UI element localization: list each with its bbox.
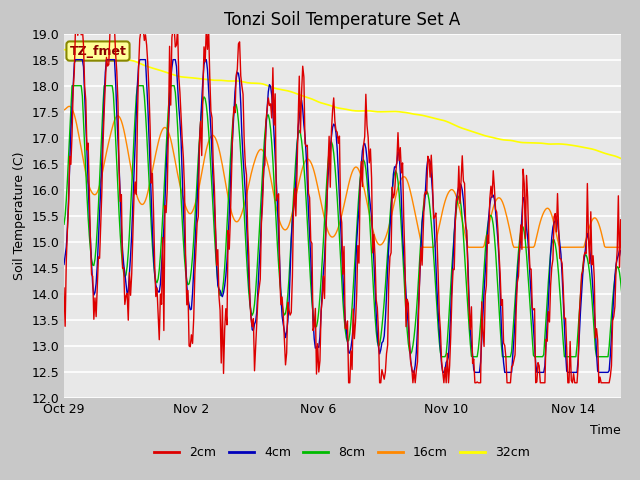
2cm xyxy=(633,380,640,385)
2cm xyxy=(60,285,68,291)
8cm xyxy=(621,334,629,340)
16cm xyxy=(60,107,68,113)
2cm xyxy=(333,129,341,135)
4cm xyxy=(532,361,540,367)
4cm xyxy=(409,370,417,375)
16cm xyxy=(333,228,341,233)
32cm xyxy=(619,156,627,162)
8cm xyxy=(371,313,379,319)
8cm xyxy=(532,354,540,360)
Text: Time: Time xyxy=(590,424,621,437)
8cm xyxy=(60,221,68,227)
Text: TZ_fmet: TZ_fmet xyxy=(70,45,127,58)
8cm xyxy=(337,257,344,263)
32cm xyxy=(370,108,378,114)
16cm xyxy=(337,216,344,222)
16cm xyxy=(419,244,427,250)
2cm xyxy=(621,276,629,282)
16cm xyxy=(66,104,74,109)
16cm xyxy=(633,240,640,246)
16cm xyxy=(532,238,540,244)
4cm xyxy=(621,288,629,294)
32cm xyxy=(529,140,537,146)
2cm xyxy=(403,296,411,302)
32cm xyxy=(633,160,640,166)
2cm xyxy=(337,211,344,216)
Legend: 2cm, 4cm, 8cm, 16cm, 32cm: 2cm, 4cm, 8cm, 16cm, 32cm xyxy=(150,441,535,464)
8cm xyxy=(68,83,76,89)
Line: 4cm: 4cm xyxy=(64,60,637,372)
16cm xyxy=(402,175,410,181)
4cm xyxy=(633,370,640,375)
4cm xyxy=(402,291,410,297)
4cm xyxy=(60,262,68,267)
4cm xyxy=(72,57,79,62)
32cm xyxy=(401,109,409,115)
8cm xyxy=(402,311,410,317)
4cm xyxy=(371,284,379,289)
Line: 16cm: 16cm xyxy=(64,107,637,247)
Line: 8cm: 8cm xyxy=(64,86,637,357)
8cm xyxy=(333,194,341,200)
2cm xyxy=(72,25,79,31)
32cm xyxy=(335,105,343,111)
32cm xyxy=(60,47,68,52)
4cm xyxy=(337,222,344,228)
Line: 32cm: 32cm xyxy=(64,49,637,163)
16cm xyxy=(621,244,629,250)
Title: Tonzi Soil Temperature Set A: Tonzi Soil Temperature Set A xyxy=(224,11,461,29)
8cm xyxy=(438,354,445,360)
Y-axis label: Soil Temperature (C): Soil Temperature (C) xyxy=(13,152,26,280)
16cm xyxy=(371,235,379,240)
Line: 2cm: 2cm xyxy=(64,28,637,383)
2cm xyxy=(532,380,540,385)
8cm xyxy=(633,354,640,360)
4cm xyxy=(333,145,341,151)
2cm xyxy=(372,297,380,302)
32cm xyxy=(332,105,340,110)
2cm xyxy=(345,380,353,385)
